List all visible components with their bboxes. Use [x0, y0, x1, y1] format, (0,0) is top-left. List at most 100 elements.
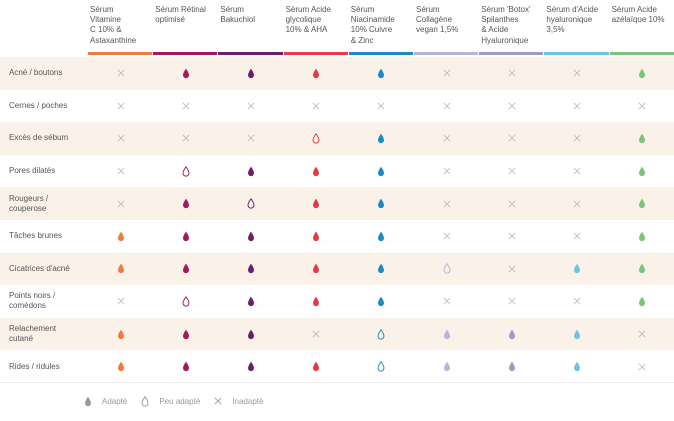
legend-item: Inadapté	[214, 397, 263, 406]
table-row: Relachement cutané	[0, 317, 674, 351]
row-label: Pores dilatés	[9, 166, 56, 176]
row-label: Points noirs / comédons	[9, 291, 56, 311]
row-label: Excès de sébum	[9, 133, 69, 143]
adapted-drop-icon	[284, 187, 349, 220]
column-color-bar	[283, 52, 348, 55]
column-color-bar	[479, 52, 544, 55]
adapted-drop-icon	[88, 220, 153, 253]
row-label: Acné / boutons	[9, 68, 63, 78]
unsuitable-cross-icon	[544, 155, 609, 188]
partially-adapted-drop-icon	[414, 253, 479, 286]
table-row: Tâches brunes	[0, 220, 674, 253]
unsuitable-cross-icon	[414, 220, 479, 253]
legend-item: Adapté	[84, 396, 127, 407]
adapted-drop-icon	[610, 187, 674, 220]
adapted-drop-icon	[153, 220, 218, 253]
adapted-drop-icon	[284, 155, 349, 188]
column-header: Sérum Collagène vegan 1,5%	[416, 5, 459, 35]
adapted-drop-icon	[349, 155, 414, 188]
adapted-drop-icon	[88, 253, 153, 286]
adapted-drop-icon	[284, 253, 349, 286]
divider	[0, 382, 674, 383]
column-color-bar	[348, 52, 413, 55]
unsuitable-cross-icon	[610, 90, 674, 123]
unsuitable-cross-icon	[349, 90, 414, 123]
legend-item: Peu adapté	[141, 395, 200, 407]
unsuitable-cross-icon	[544, 90, 609, 123]
column-color-bar	[414, 52, 479, 55]
unsuitable-cross-icon	[479, 187, 544, 220]
unsuitable-cross-icon	[479, 57, 544, 90]
column-header: Sérum Acide glycolique 10% & AHA	[285, 5, 331, 35]
column-color-bar	[88, 52, 153, 55]
adapted-drop-icon	[349, 253, 414, 286]
adapted-drop-icon	[284, 285, 349, 318]
adapted-drop-icon	[544, 350, 609, 383]
adapted-drop-icon	[349, 57, 414, 90]
adapted-drop-icon	[153, 253, 218, 286]
column-header: Sérum Acide azélaïque 10%	[611, 5, 665, 25]
filled-drop-icon	[84, 396, 97, 407]
column-color-bar	[609, 52, 674, 55]
unsuitable-cross-icon	[414, 122, 479, 155]
unsuitable-cross-icon	[88, 122, 153, 155]
adapted-drop-icon	[479, 318, 544, 351]
row-label: Relachement cutané	[9, 324, 57, 344]
unsuitable-cross-icon	[544, 122, 609, 155]
adapted-drop-icon	[153, 57, 218, 90]
unsuitable-cross-icon	[414, 90, 479, 123]
adapted-drop-icon	[284, 57, 349, 90]
adapted-drop-icon	[610, 253, 674, 286]
adapted-drop-icon	[610, 220, 674, 253]
adapted-drop-icon	[218, 318, 283, 351]
adapted-drop-icon	[153, 187, 218, 220]
unsuitable-cross-icon	[479, 122, 544, 155]
partially-adapted-drop-icon	[153, 155, 218, 188]
row-label: Tâches brunes	[9, 231, 62, 241]
partially-adapted-drop-icon	[153, 285, 218, 318]
adapted-drop-icon	[218, 220, 283, 253]
unsuitable-cross-icon	[544, 187, 609, 220]
adapted-drop-icon	[88, 318, 153, 351]
table-row: Points noirs / comédons	[0, 285, 674, 318]
adapted-drop-icon	[218, 350, 283, 383]
adapted-drop-icon	[349, 220, 414, 253]
table-row: Excès de sébum	[0, 122, 674, 155]
outline-drop-icon	[141, 395, 154, 407]
adapted-drop-icon	[610, 285, 674, 318]
unsuitable-cross-icon	[414, 155, 479, 188]
column-header: Sérum Rétinal optimisé	[155, 5, 206, 25]
row-label: Rougeurs / couperose	[9, 193, 49, 213]
table-row: Cernes / poches	[0, 90, 674, 123]
adapted-drop-icon	[88, 350, 153, 383]
unsuitable-cross-icon	[88, 155, 153, 188]
table-row: Rides / ridules	[0, 350, 674, 383]
adapted-drop-icon	[349, 122, 414, 155]
table-row: Acné / boutons	[0, 57, 674, 90]
unsuitable-cross-icon	[479, 285, 544, 318]
adapted-drop-icon	[218, 155, 283, 188]
partially-adapted-drop-icon	[218, 187, 283, 220]
partially-adapted-drop-icon	[284, 122, 349, 155]
row-label: Rides / ridules	[9, 361, 60, 371]
unsuitable-cross-icon	[88, 187, 153, 220]
column-header: Sérum Vitamine C 10% & Astaxanthine	[90, 5, 137, 45]
unsuitable-cross-icon	[479, 253, 544, 286]
adapted-drop-icon	[218, 253, 283, 286]
unsuitable-cross-icon	[610, 350, 674, 383]
cross-icon	[214, 397, 227, 405]
adapted-drop-icon	[349, 285, 414, 318]
unsuitable-cross-icon	[479, 220, 544, 253]
unsuitable-cross-icon	[414, 187, 479, 220]
unsuitable-cross-icon	[88, 90, 153, 123]
table-row: Pores dilatés	[0, 155, 674, 188]
unsuitable-cross-icon	[544, 57, 609, 90]
table-row: Rougeurs / couperose	[0, 187, 674, 220]
column-header: Sérum d'Acide hyaluronique 3,5%	[546, 5, 599, 35]
legend-label: Inadapté	[232, 396, 264, 406]
unsuitable-cross-icon	[218, 90, 283, 123]
legend: Adapté Peu adapté Inadapté	[84, 393, 277, 409]
table-row: Cicatrices d'acné	[0, 252, 674, 286]
unsuitable-cross-icon	[544, 220, 609, 253]
